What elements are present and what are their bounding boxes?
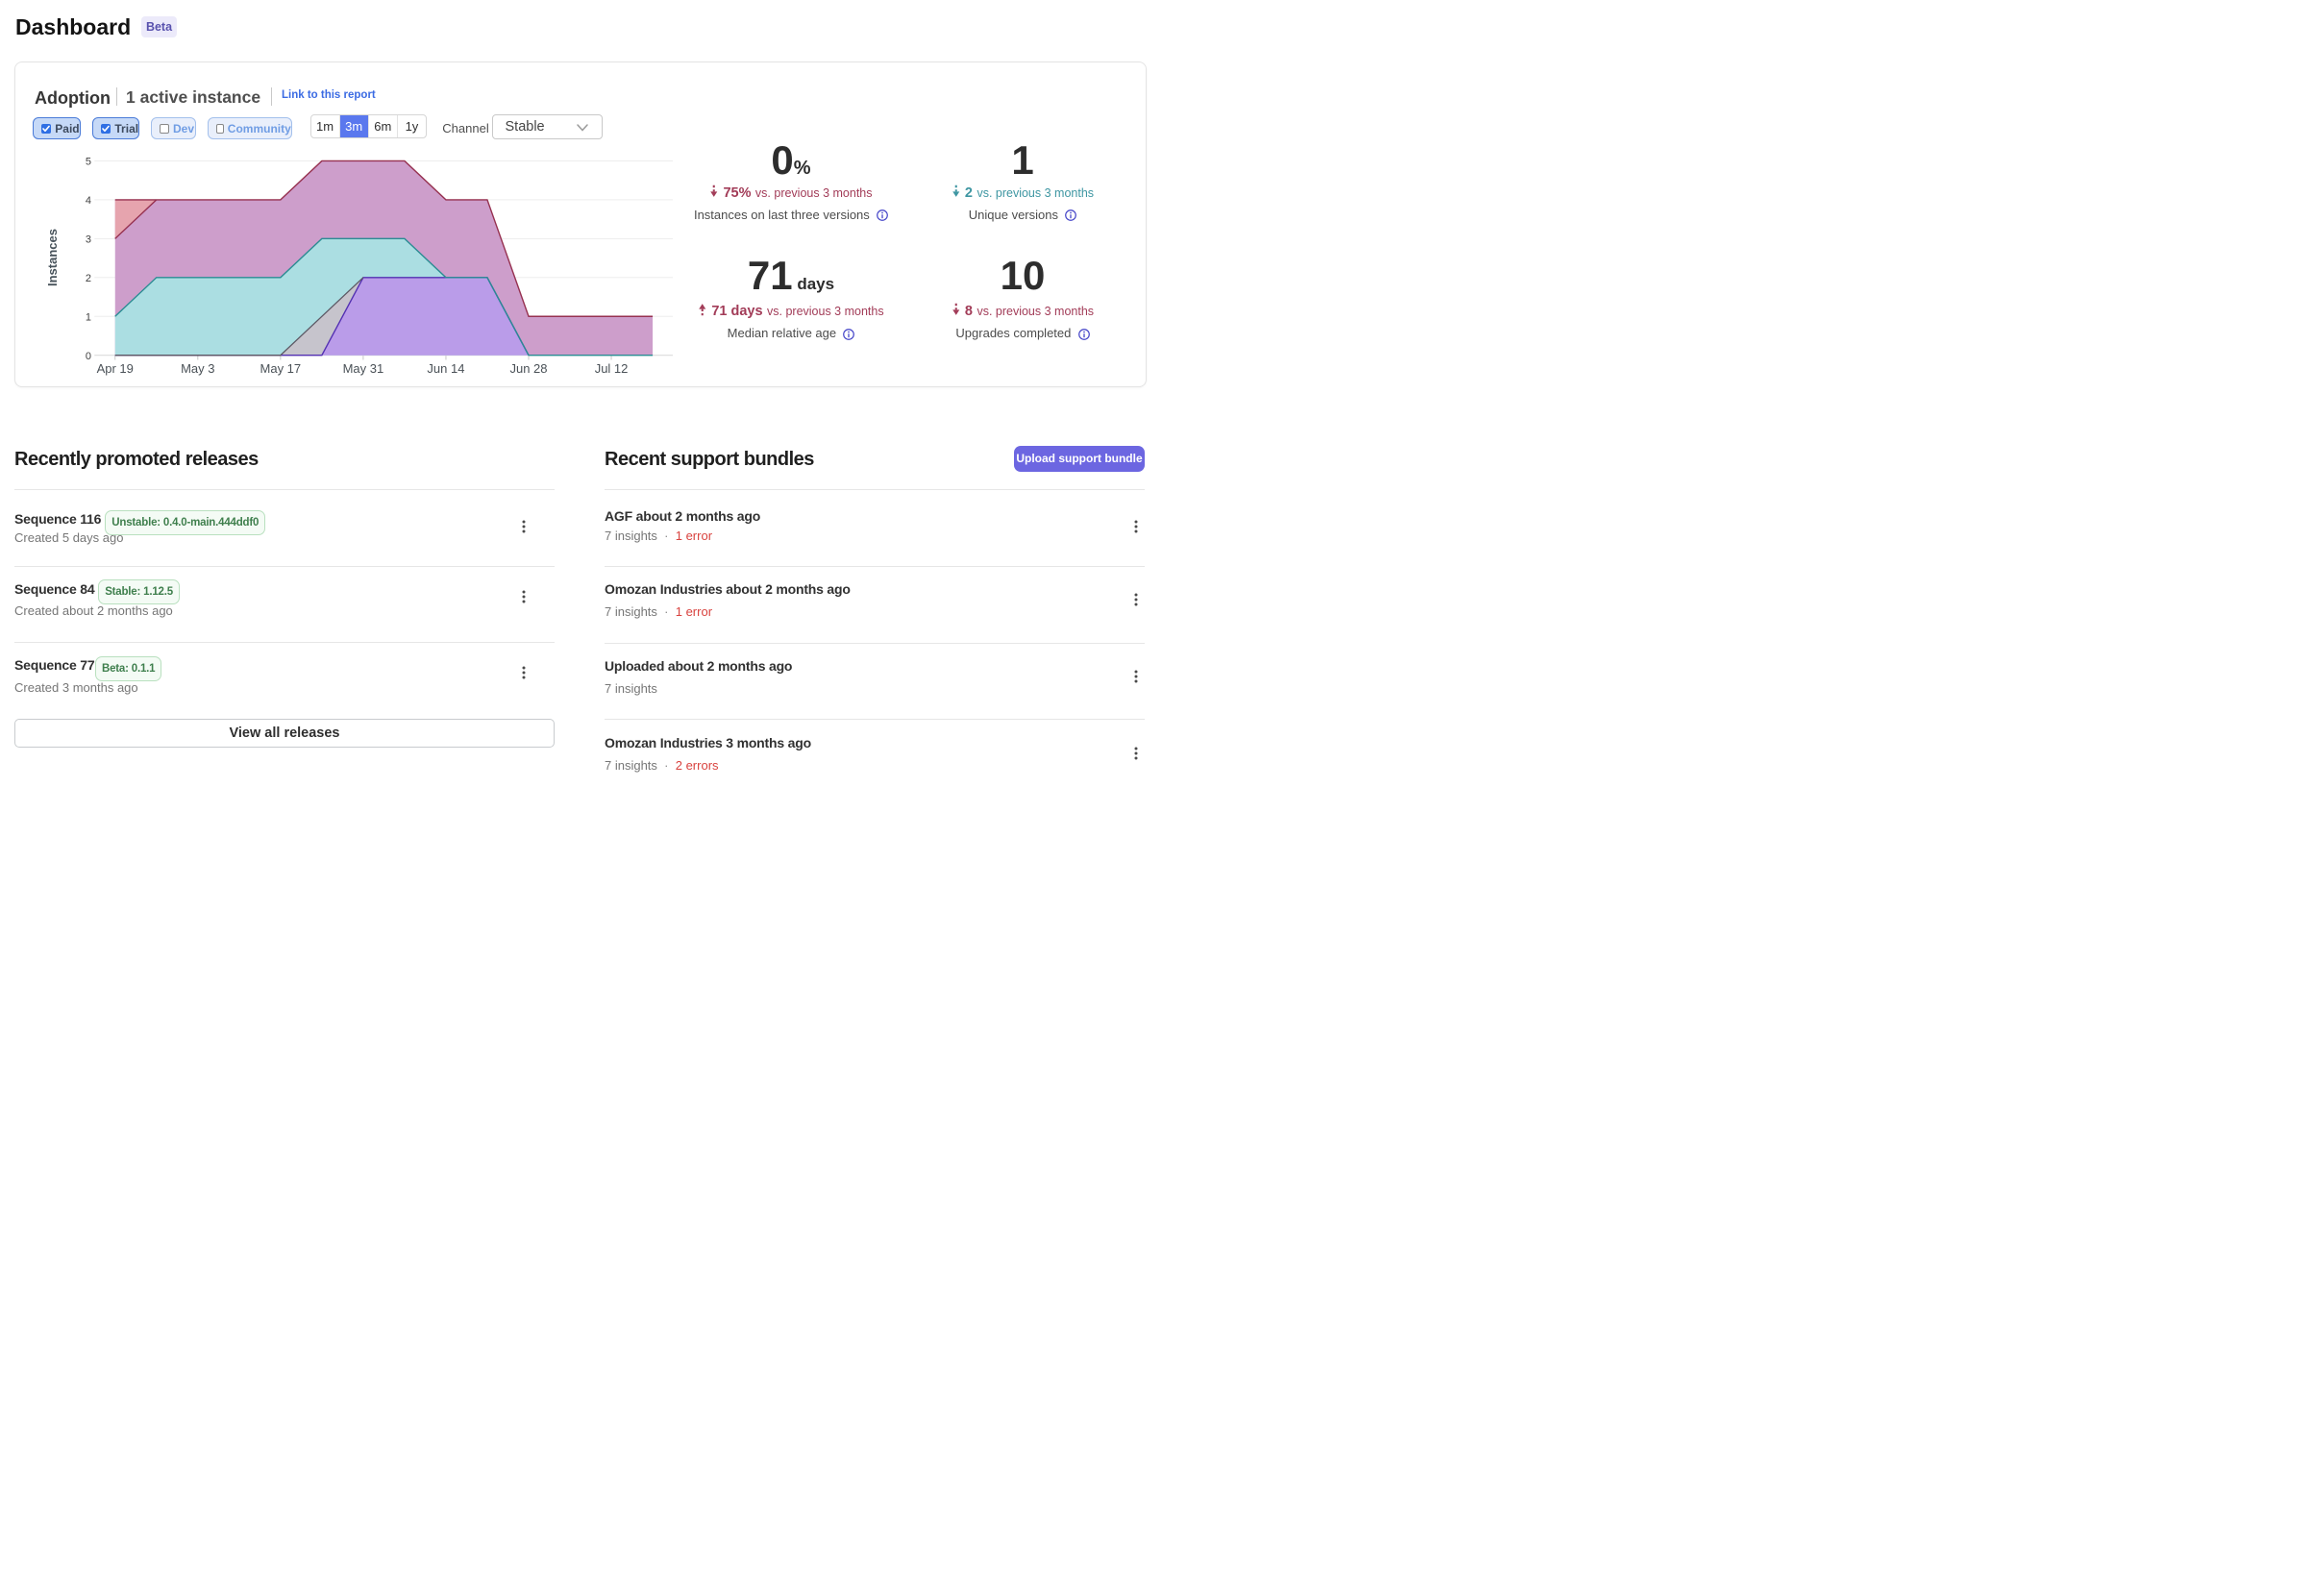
svg-text:5: 5 xyxy=(86,157,91,168)
svg-text:May 17: May 17 xyxy=(260,361,302,376)
svg-text:Jul 12: Jul 12 xyxy=(595,361,629,376)
svg-text:1: 1 xyxy=(86,311,91,323)
svg-text:Jun 14: Jun 14 xyxy=(427,361,464,376)
svg-text:3: 3 xyxy=(86,234,91,246)
svg-text:Apr 19: Apr 19 xyxy=(97,361,134,376)
svg-text:Instances: Instances xyxy=(45,229,60,286)
svg-text:4: 4 xyxy=(86,195,91,207)
svg-text:May 3: May 3 xyxy=(181,361,214,376)
svg-text:May 31: May 31 xyxy=(343,361,384,376)
svg-text:Jun 28: Jun 28 xyxy=(509,361,547,376)
svg-text:0: 0 xyxy=(86,351,91,362)
svg-text:2: 2 xyxy=(86,273,91,284)
